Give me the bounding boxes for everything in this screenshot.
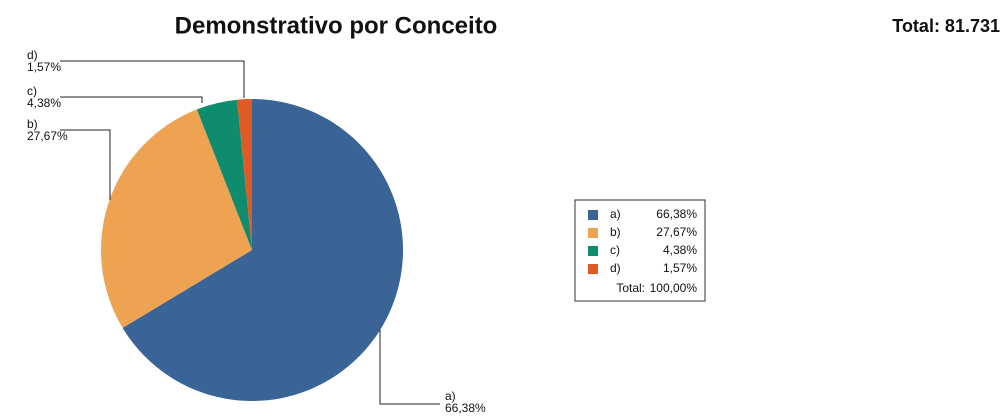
legend-total-value: 100,00% <box>650 281 698 295</box>
pie-slice <box>237 99 252 250</box>
legend-swatch <box>588 264 598 274</box>
legend-value: 27,67% <box>656 225 697 239</box>
slice-category: d) <box>27 48 38 62</box>
legend-swatch <box>588 228 598 238</box>
legend-label: c) <box>610 243 620 257</box>
legend-swatch <box>588 246 598 256</box>
slice-category: c) <box>27 84 37 98</box>
legend-label: a) <box>610 207 621 221</box>
slice-category: b) <box>27 117 38 131</box>
leader-line <box>60 60 245 98</box>
slice-label: 4,38% <box>27 96 61 110</box>
leader-line <box>60 96 203 103</box>
legend-value: 1,57% <box>663 261 697 275</box>
legend-swatch <box>588 210 598 220</box>
leader-line <box>379 330 440 405</box>
legend-total-label: Total: <box>616 281 645 295</box>
total-text: Total: 81.731 <box>892 16 1000 36</box>
legend-value: 4,38% <box>663 243 697 257</box>
slice-label: 1,57% <box>27 60 61 74</box>
legend-value: 66,38% <box>656 207 697 221</box>
legend-label: b) <box>610 225 621 239</box>
legend-label: d) <box>610 261 621 275</box>
chart-title: Demonstrativo por Conceito <box>175 12 498 39</box>
pie-slice <box>100 109 252 328</box>
pie-slice <box>196 99 252 250</box>
leader-line <box>60 129 111 200</box>
pie-slice <box>122 99 404 401</box>
slice-label: 27,67% <box>27 129 68 143</box>
slice-category: a) <box>445 389 456 403</box>
slice-label: 66,38% <box>445 401 486 415</box>
